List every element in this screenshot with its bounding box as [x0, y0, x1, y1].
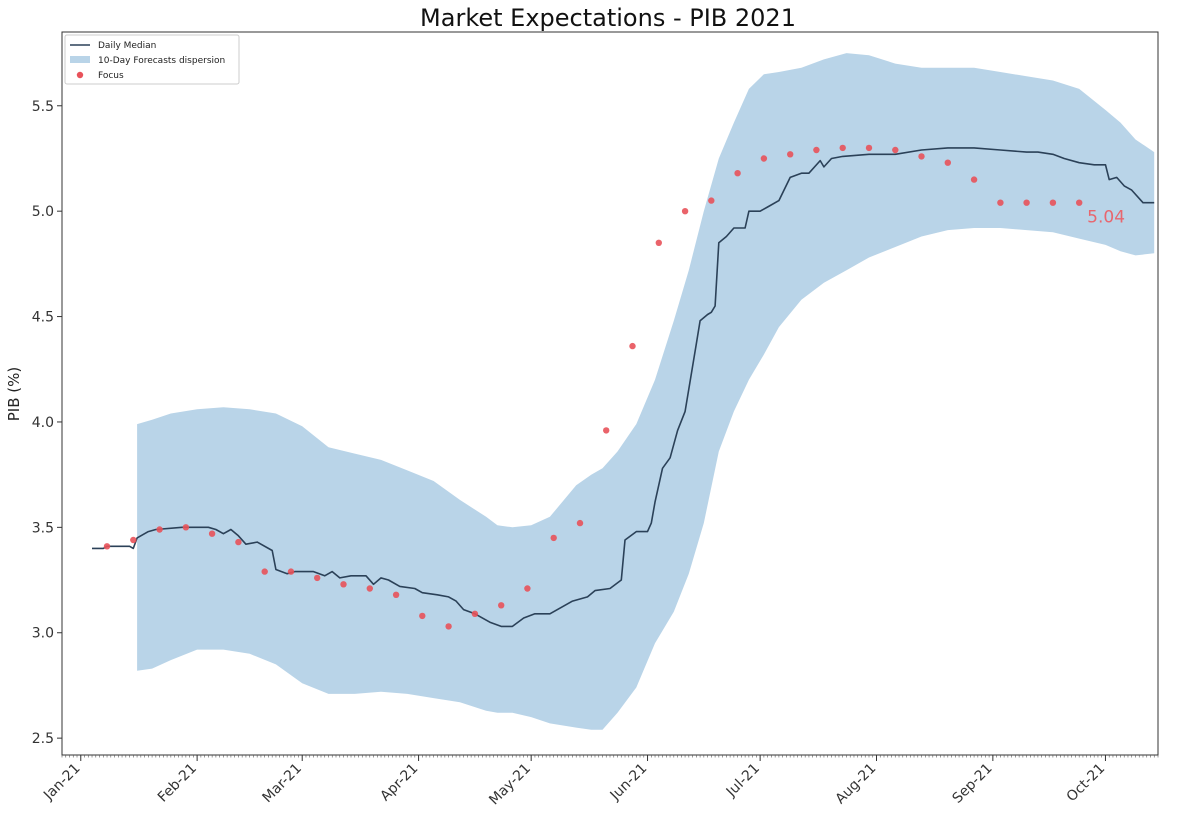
focus-point — [1023, 199, 1030, 206]
last-value-annotation: 5.04 — [1087, 208, 1125, 228]
x-tick-label: Oct-21 — [1064, 761, 1109, 806]
x-tick-label: Feb-21 — [155, 761, 200, 806]
focus-point — [445, 623, 452, 630]
y-tick-label: 4.0 — [32, 415, 54, 431]
x-tick-label: Jan-21 — [40, 761, 83, 804]
focus-point — [498, 602, 505, 609]
legend: Daily Median 10-Day Forecasts dispersion… — [64, 34, 240, 85]
focus-point — [208, 530, 216, 537]
legend-label-median: Daily Median — [98, 41, 156, 51]
focus-points-layer — [103, 144, 1083, 630]
x-tick-label: Jun-21 — [607, 761, 651, 805]
focus-point — [918, 153, 925, 160]
focus-point — [287, 568, 295, 575]
legend-label-focus: Focus — [98, 71, 124, 81]
x-tick-label: May-21 — [486, 761, 534, 809]
focus-point — [970, 176, 978, 183]
legend-box — [64, 34, 240, 85]
focus-point — [182, 524, 190, 531]
x-tick-label: Apr-21 — [377, 761, 421, 805]
focus-point — [787, 151, 794, 158]
focus-point — [708, 197, 715, 204]
focus-point — [865, 144, 873, 152]
focus-point — [655, 239, 662, 246]
focus-point — [997, 199, 1004, 206]
dispersion-band — [137, 53, 1155, 730]
focus-point — [681, 208, 689, 215]
focus-point — [839, 144, 846, 152]
legend-dot-swatch — [76, 71, 84, 79]
focus-point — [261, 568, 268, 575]
y-axis: 2.5 3.0 3.5 4.0 4.5 5.0 5.5 — [32, 99, 62, 747]
focus-point — [366, 585, 373, 592]
focus-point — [1049, 199, 1057, 206]
median-line — [92, 147, 1155, 628]
focus-point — [944, 159, 951, 166]
y-tick-label: 3.5 — [32, 520, 54, 536]
dispersion-band-layer — [137, 53, 1155, 730]
focus-point — [130, 536, 137, 544]
focus-point — [340, 581, 347, 588]
x-tick-label: Mar-21 — [260, 761, 306, 807]
legend-label-dispersion: 10-Day Forecasts dispersion — [98, 56, 225, 66]
y-axis-label: PIB (%) — [5, 367, 23, 422]
focus-point — [314, 574, 321, 582]
focus-point — [235, 538, 242, 546]
focus-point — [103, 543, 111, 550]
focus-point — [734, 170, 741, 177]
x-axis: Jan-21 Feb-21 Mar-21 Apr-21 May-21 Jun-21 Jul-… — [40, 755, 1159, 809]
y-tick-label: 4.5 — [32, 310, 54, 326]
focus-point — [629, 342, 636, 350]
x-tick-label: Aug-21 — [833, 761, 880, 808]
focus-point — [892, 146, 899, 154]
chart-title: Market Expectations - PIB 2021 — [420, 4, 796, 32]
y-tick-label: 2.5 — [32, 731, 54, 747]
focus-point — [576, 519, 584, 527]
y-tick-label: 5.5 — [32, 99, 54, 115]
y-tick-label: 5.0 — [32, 204, 54, 220]
legend-band-swatch — [70, 56, 90, 63]
x-tick-label: Sep-21 — [950, 761, 996, 807]
focus-point — [813, 146, 820, 154]
focus-point — [603, 427, 610, 434]
focus-point — [550, 534, 557, 542]
focus-point — [1076, 199, 1083, 206]
focus-point — [760, 155, 768, 162]
focus-point — [471, 610, 479, 617]
focus-point — [392, 591, 400, 598]
median-line-layer — [92, 147, 1155, 628]
focus-point — [156, 526, 163, 533]
focus-point — [419, 612, 426, 620]
y-tick-label: 3.0 — [32, 626, 54, 642]
x-tick-label: Jul-21 — [723, 761, 763, 801]
focus-point — [524, 585, 531, 592]
